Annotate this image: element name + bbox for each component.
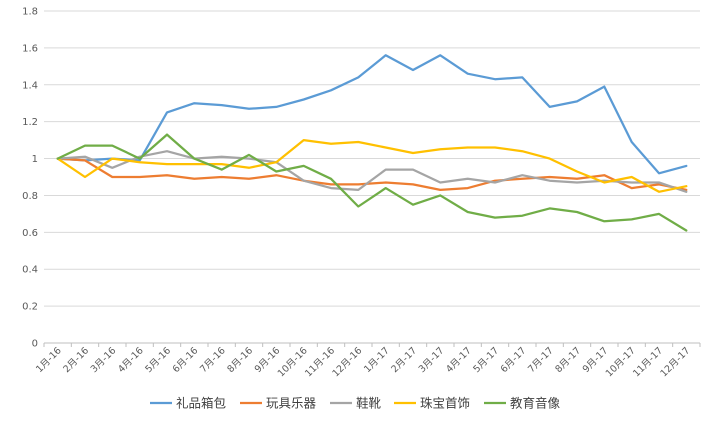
x-tick-label: 3月-17	[417, 345, 447, 375]
legend-label: 教育音像	[510, 396, 561, 411]
legend-label: 礼品箱包	[176, 396, 226, 411]
legend-label: 玩具乐器	[266, 396, 317, 411]
x-tick-label: 7月-17	[526, 345, 556, 375]
x-tick-label: 7月-16	[198, 345, 228, 375]
x-tick-label: 6月-17	[499, 345, 529, 375]
legend: 礼品箱包 玩具乐器 鞋靴 珠宝首饰 教育音像	[150, 396, 561, 411]
x-tick-label: 12月-16	[330, 345, 364, 379]
y-tick-label: 1.8	[22, 7, 38, 18]
x-tick-label: 6月-16	[171, 345, 201, 375]
series-line-2	[56, 157, 688, 192]
y-tick-label: 1	[32, 154, 38, 165]
x-tick-label: 4月-16	[116, 345, 146, 375]
series-line-3	[56, 150, 688, 193]
x-tick-label: 1月-16	[34, 345, 64, 375]
x-tick-label: 2月-16	[61, 345, 91, 375]
legend-item: 珠宝首饰	[394, 396, 470, 411]
x-tick-label: 1月-17	[362, 345, 392, 375]
y-axis-ticks: 0 0.2 0.4 0.6 0.8 1 1.2 1.4 1.6 1.8	[22, 7, 38, 350]
legend-item: 鞋靴	[330, 396, 382, 411]
x-tick-label: 8月-16	[225, 345, 255, 375]
legend-label: 珠宝首饰	[420, 396, 470, 411]
y-tick-label: 1.2	[22, 117, 38, 128]
x-tick-label: 12月-17	[658, 345, 692, 379]
series-line-4	[56, 138, 688, 193]
legend-item: 教育音像	[484, 396, 561, 411]
x-axis-ticks: 1月-162月-163月-164月-165月-166月-167月-168月-16…	[34, 343, 701, 379]
x-tick-label: 4月-17	[444, 345, 474, 375]
x-tick-label: 8月-17	[553, 345, 583, 375]
y-tick-label: 0.2	[22, 302, 38, 313]
x-tick-label: 5月-16	[143, 345, 173, 375]
y-tick-label: 0.6	[22, 228, 38, 239]
series-lines	[56, 54, 688, 232]
y-tick-label: 1.4	[22, 80, 38, 91]
legend-label: 鞋靴	[356, 396, 382, 411]
y-tick-label: 1.6	[22, 43, 38, 54]
x-tick-label: 5月-17	[471, 345, 501, 375]
series-line-1	[56, 54, 688, 175]
x-tick-label: 3月-16	[89, 345, 119, 375]
gridlines	[44, 10, 700, 344]
y-tick-label: 0	[32, 339, 38, 350]
legend-item: 玩具乐器	[240, 396, 317, 411]
series-line-5	[56, 133, 688, 232]
y-tick-label: 0.8	[22, 191, 38, 202]
y-tick-label: 0.4	[22, 265, 38, 276]
legend-item: 礼品箱包	[150, 396, 226, 411]
x-tick-label: 2月-17	[389, 345, 419, 375]
